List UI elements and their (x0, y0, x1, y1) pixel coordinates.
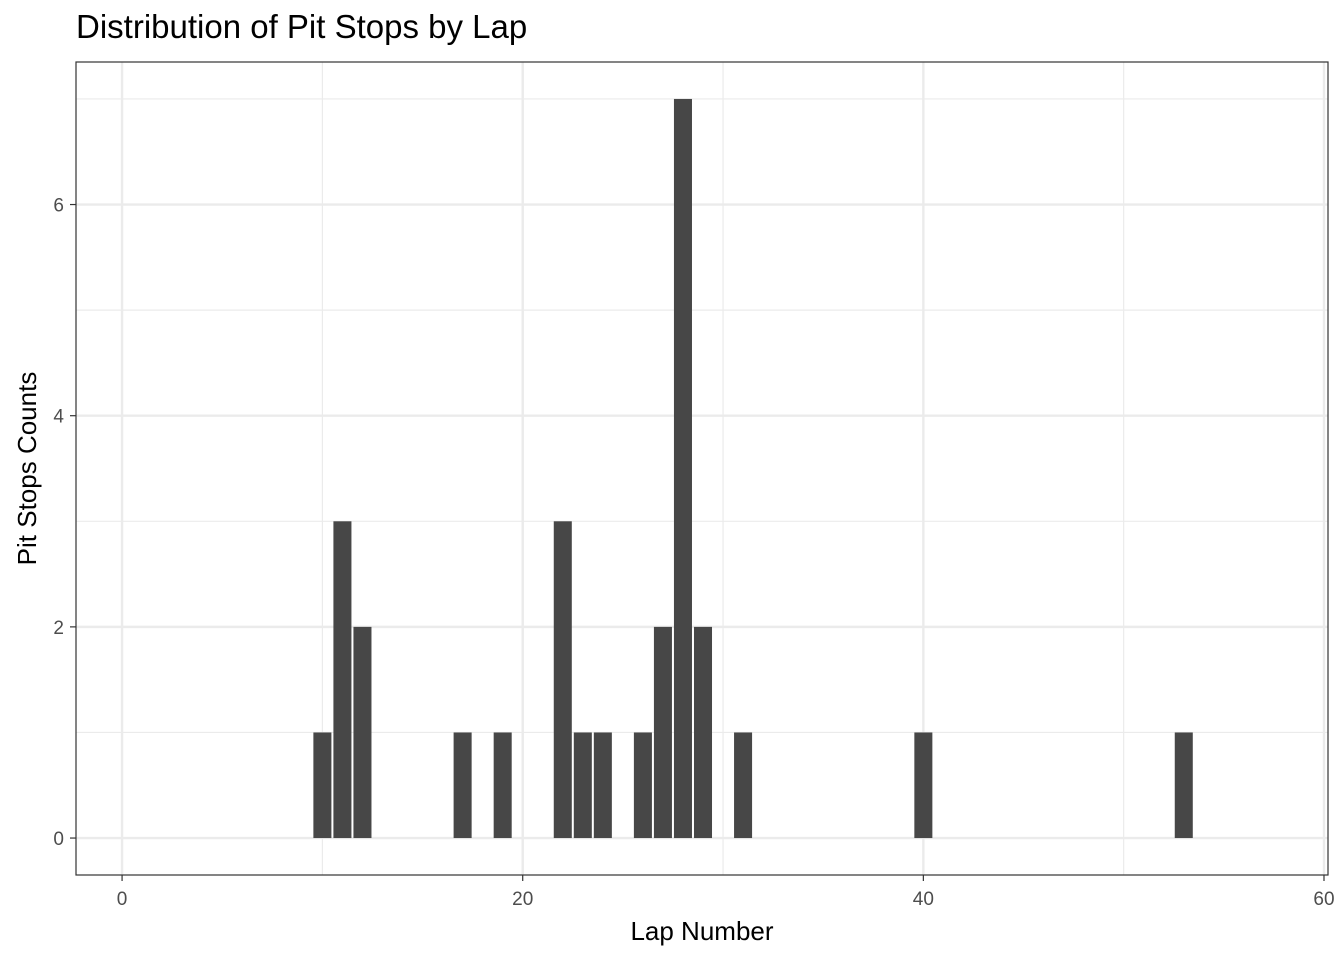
x-axis-tick-labels: 0 20 40 60 (117, 889, 1335, 910)
y-tick-label: 2 (53, 618, 64, 639)
y-tick-label: 4 (53, 407, 64, 428)
bar-lap-40 (914, 732, 933, 839)
panel-border (75, 61, 1329, 876)
bar-lap-17 (453, 732, 472, 839)
y-tick-label: 0 (53, 829, 64, 850)
bar-lap-11 (333, 521, 352, 839)
chart-title: Distribution of Pit Stops by Lap (76, 8, 528, 45)
bar-lap-24 (593, 732, 612, 839)
x-tick-label: 0 (117, 889, 128, 910)
bar-lap-22 (553, 521, 572, 839)
y-axis-tick-labels: 0 2 4 6 (53, 196, 64, 851)
bar-lap-29 (693, 626, 713, 839)
bar-lap-23 (573, 732, 592, 839)
bar-lap-53 (1174, 732, 1193, 839)
bar-lap-10 (313, 732, 332, 839)
x-tick-label: 60 (1313, 889, 1334, 910)
bar-lap-27 (653, 626, 672, 839)
y-axis-title: Pit Stops Counts (12, 372, 42, 566)
bar-lap-12 (353, 626, 372, 839)
bar-lap-26 (633, 732, 652, 839)
axis-ticks (70, 203, 1325, 881)
x-axis-title: Lap Number (630, 916, 773, 946)
y-tick-label: 6 (53, 196, 64, 217)
bar-lap-28 (673, 98, 692, 839)
x-tick-label: 40 (913, 889, 934, 910)
x-tick-label: 20 (512, 889, 533, 910)
bars-group (313, 98, 1193, 839)
bar-lap-31 (734, 732, 753, 839)
bar-lap-19 (493, 732, 512, 839)
